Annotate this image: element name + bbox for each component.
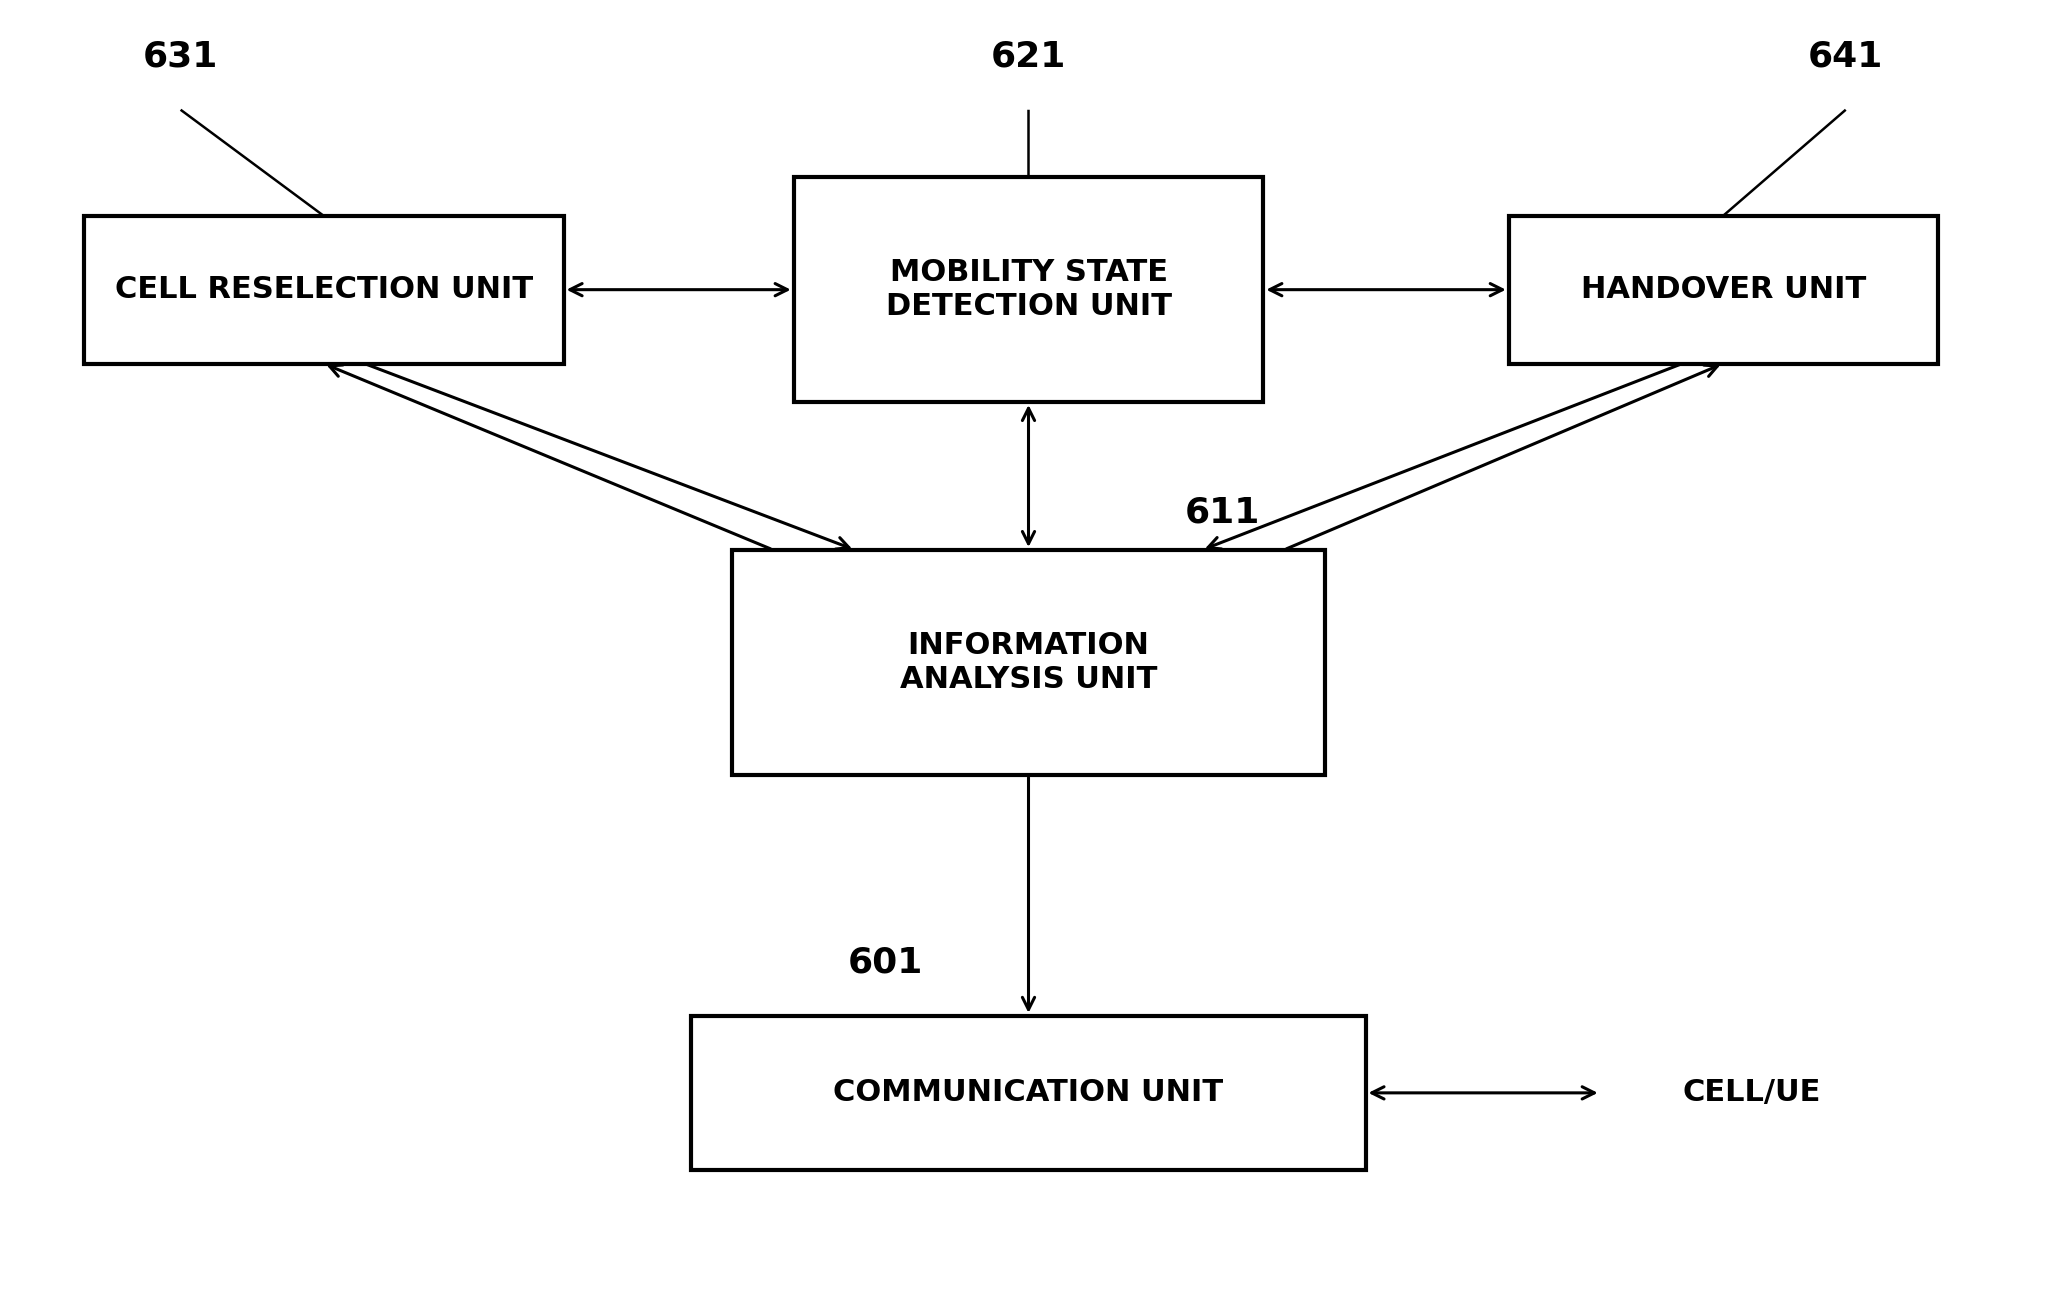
Text: HANDOVER UNIT: HANDOVER UNIT: [1580, 275, 1866, 304]
FancyBboxPatch shape: [691, 1016, 1366, 1170]
FancyBboxPatch shape: [794, 177, 1263, 403]
FancyBboxPatch shape: [732, 549, 1325, 774]
Text: 611: 611: [1185, 495, 1261, 529]
Text: CELL/UE: CELL/UE: [1683, 1078, 1820, 1107]
Text: 631: 631: [142, 39, 218, 73]
Text: 621: 621: [991, 39, 1066, 73]
FancyBboxPatch shape: [84, 216, 564, 364]
Text: CELL RESELECTION UNIT: CELL RESELECTION UNIT: [115, 275, 533, 304]
Text: COMMUNICATION UNIT: COMMUNICATION UNIT: [833, 1078, 1224, 1107]
Text: 641: 641: [1808, 39, 1884, 73]
FancyBboxPatch shape: [1508, 216, 1938, 364]
Text: 601: 601: [847, 946, 924, 979]
Text: INFORMATION
ANALYSIS UNIT: INFORMATION ANALYSIS UNIT: [899, 631, 1158, 694]
Text: MOBILITY STATE
DETECTION UNIT: MOBILITY STATE DETECTION UNIT: [885, 259, 1172, 321]
